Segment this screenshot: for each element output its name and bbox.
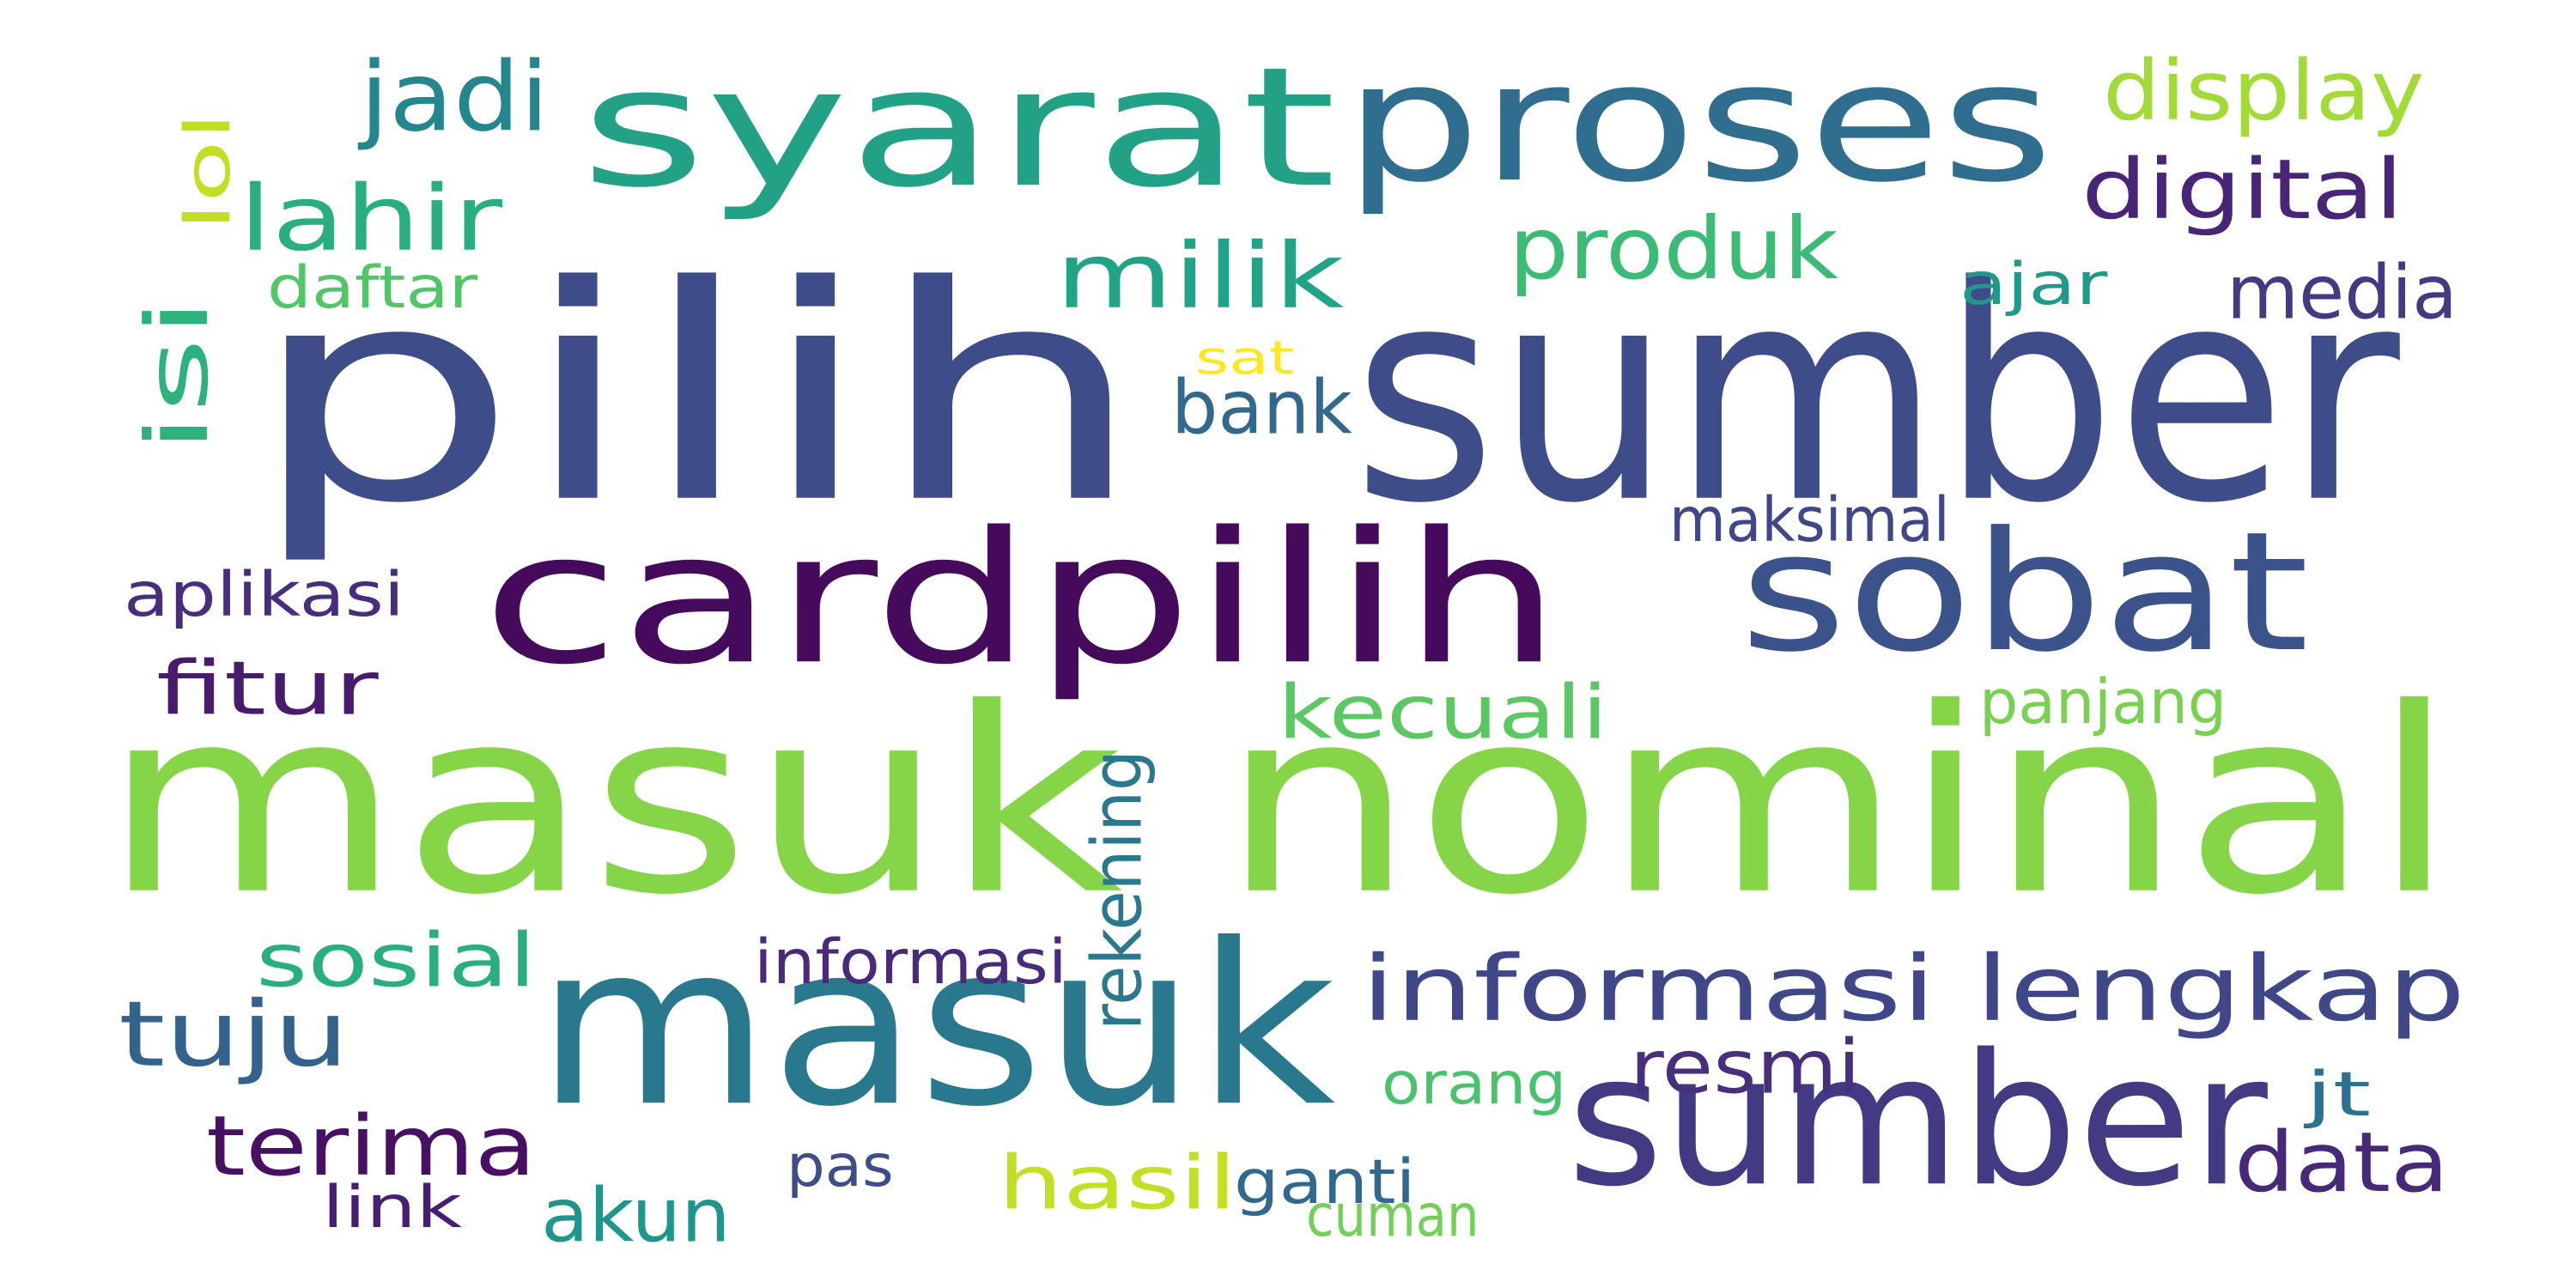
word: informasi (753, 927, 1067, 999)
word: daftar (267, 253, 478, 321)
word: masuk (536, 896, 1336, 1157)
word: masuk nominal (102, 654, 2458, 952)
word: panjang (1978, 665, 2227, 738)
word: hasil (997, 1139, 1237, 1227)
word: sat (1195, 330, 1295, 385)
word: informasi lengkap (1360, 935, 2465, 1042)
word: syarat (580, 32, 1337, 224)
word: ganti (1233, 1145, 1416, 1218)
word: ajar (1959, 250, 2108, 318)
word: sumber (1566, 1015, 2268, 1227)
word: kecuali (1278, 670, 1609, 756)
word: bank (1170, 365, 1352, 452)
word: maksimal (1668, 484, 1950, 556)
word: sumber (1352, 222, 2400, 568)
word: milik (1055, 222, 1345, 329)
word: fitur (156, 645, 380, 732)
word: pas (787, 1133, 894, 1200)
word: tuju (118, 981, 349, 1087)
word: aplikasi (124, 558, 404, 630)
word: lol (171, 112, 245, 231)
word: link (321, 1174, 462, 1242)
word: display (2102, 42, 2425, 139)
word: cardpilih (481, 492, 1562, 704)
word: rekening (1077, 750, 1158, 1031)
word: orang (1382, 1050, 1567, 1118)
word: terima (206, 1097, 537, 1194)
word: media (2226, 249, 2458, 337)
word: sobat (1740, 497, 2310, 690)
word: lahir (239, 165, 503, 271)
word: data (2234, 1115, 2450, 1212)
word: jadi (359, 41, 550, 154)
word: isi (127, 297, 228, 454)
word: cuman (1306, 1182, 1479, 1250)
word: proses (1344, 27, 2054, 220)
word: sosial (255, 917, 537, 1004)
word: resmi (1629, 1024, 1861, 1111)
word: akun (540, 1173, 731, 1260)
word: jt (2306, 1058, 2372, 1130)
word: pilih (247, 222, 1146, 568)
word: digital (2081, 141, 2403, 238)
word: produk (1509, 198, 1839, 299)
